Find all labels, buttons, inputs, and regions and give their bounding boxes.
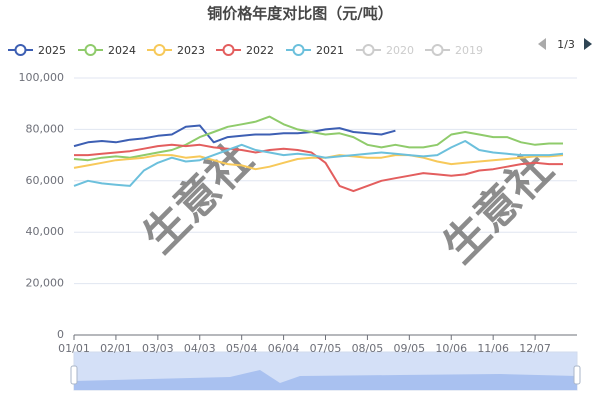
x-tick-label: 02/01 <box>100 342 132 355</box>
y-tick-label: 0 <box>57 328 64 341</box>
legend-marker <box>84 44 97 56</box>
y-tick-label: 100,000 <box>19 71 65 84</box>
legend-page: 1/3 <box>557 38 575 51</box>
chart-title: 铜价格年度对比图（元/吨） <box>207 5 392 23</box>
legend-next[interactable] <box>584 38 592 50</box>
legend-label: 2024 <box>108 44 136 57</box>
legend-label: 2019 <box>455 44 483 57</box>
x-tick-label: 10/06 <box>435 342 467 355</box>
x-tick-label: 01/01 <box>58 342 90 355</box>
x-tick-label: 08/05 <box>352 342 384 355</box>
x-tick-label: 12/07 <box>519 342 551 355</box>
x-tick-label: 04/03 <box>184 342 216 355</box>
x-tick-label: 11/06 <box>477 342 509 355</box>
legend-marker <box>362 44 375 56</box>
zoom-handle[interactable] <box>70 365 78 385</box>
legend-item[interactable]: 2019 <box>425 44 483 57</box>
series-line <box>73 140 564 187</box>
legend-label: 2022 <box>246 44 274 57</box>
legend-item[interactable]: 2022 <box>216 44 274 57</box>
x-tick-label: 06/04 <box>268 342 300 355</box>
zoom-handle[interactable] <box>573 365 581 385</box>
series-line <box>73 115 563 162</box>
y-tick-label: 80,000 <box>26 122 65 135</box>
x-tick-label: 09/05 <box>393 342 425 355</box>
legend-label: 2025 <box>38 44 66 57</box>
legend-label: 2020 <box>386 44 414 57</box>
series-line <box>74 143 563 193</box>
legend-item[interactable]: 2021 <box>286 44 344 57</box>
x-tick-label: 03/03 <box>142 342 174 355</box>
legend-item[interactable]: 2023 <box>147 44 205 57</box>
y-tick-label: 40,000 <box>26 225 65 238</box>
legend-marker <box>153 44 166 56</box>
y-tick-label: 60,000 <box>26 174 65 187</box>
legend-marker <box>292 44 305 56</box>
legend-item[interactable]: 2024 <box>78 44 136 57</box>
x-tick-label: 05/04 <box>226 342 258 355</box>
legend-marker <box>222 44 235 56</box>
legend-prev[interactable] <box>538 38 546 50</box>
x-tick-label: 07/05 <box>310 342 342 355</box>
legend-item[interactable]: 2025 <box>8 44 66 57</box>
series-line <box>73 124 396 148</box>
legend-label: 2023 <box>177 44 205 57</box>
y-tick-label: 20,000 <box>26 277 65 290</box>
legend-marker <box>431 44 444 56</box>
data-zoom[interactable] <box>70 351 581 391</box>
zoom-preview <box>74 370 577 390</box>
legend-marker <box>14 44 27 56</box>
legend-label: 2021 <box>316 44 344 57</box>
legend-item[interactable]: 2020 <box>356 44 414 57</box>
